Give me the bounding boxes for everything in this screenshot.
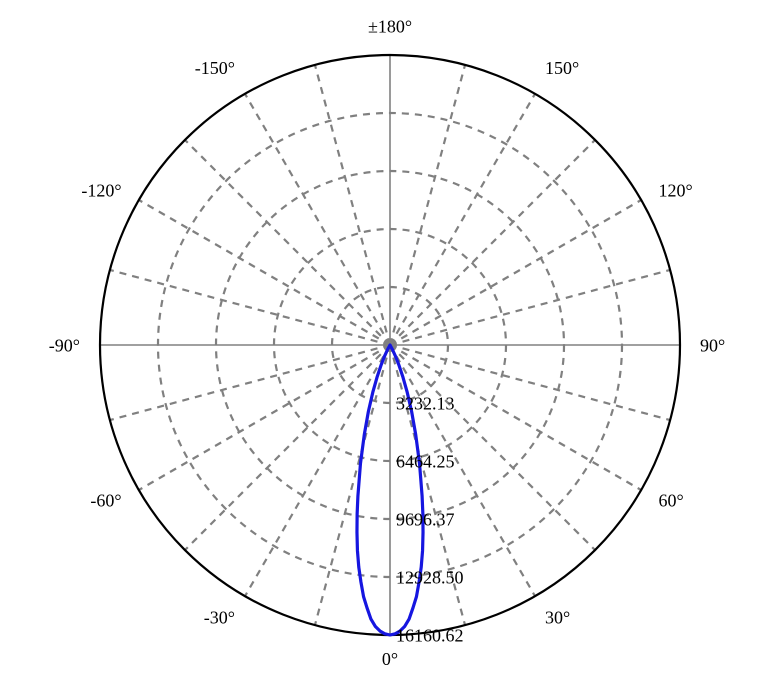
polar-grid-spoke (390, 200, 641, 345)
radial-label: 12928.50 (396, 567, 464, 587)
polar-grid-spoke (390, 270, 670, 345)
polar-grid-spoke (185, 345, 390, 550)
angle-label: -120° (81, 180, 121, 200)
polar-grid-spoke (315, 345, 390, 625)
radial-label: 6464.25 (396, 451, 455, 471)
polar-grid-spoke (110, 270, 390, 345)
polar-grid-spoke (390, 94, 535, 345)
angle-label: 90° (700, 335, 725, 355)
angle-label: 150° (545, 58, 579, 78)
angle-label: 0° (382, 649, 398, 669)
angle-label: 60° (658, 490, 683, 510)
angle-label: 30° (545, 607, 570, 627)
polar-grid-spoke (185, 140, 390, 345)
polar-grid-spoke (390, 65, 465, 345)
angle-label: 120° (658, 180, 692, 200)
polar-grid-spoke (315, 65, 390, 345)
polar-grid-spoke (245, 345, 390, 596)
angle-label: -60° (90, 490, 121, 510)
polar-grid-spoke (139, 200, 390, 345)
polar-chart: 0° 30° 60° 90° 120° 150° ±180° -150° -120° -90° -6… (0, 0, 760, 700)
radial-label: 3232.13 (396, 393, 455, 413)
polar-grid-spoke (390, 140, 595, 345)
angle-label: ±180° (368, 16, 412, 36)
radial-label: 9696.37 (396, 509, 455, 529)
polar-grid-spoke (245, 94, 390, 345)
angle-label: -30° (204, 607, 235, 627)
polar-grid-spoke (139, 345, 390, 490)
angle-label: -90° (49, 335, 80, 355)
radial-label: 16160.62 (396, 625, 464, 645)
polar-grid-spoke (110, 345, 390, 420)
angle-label: -150° (195, 58, 235, 78)
